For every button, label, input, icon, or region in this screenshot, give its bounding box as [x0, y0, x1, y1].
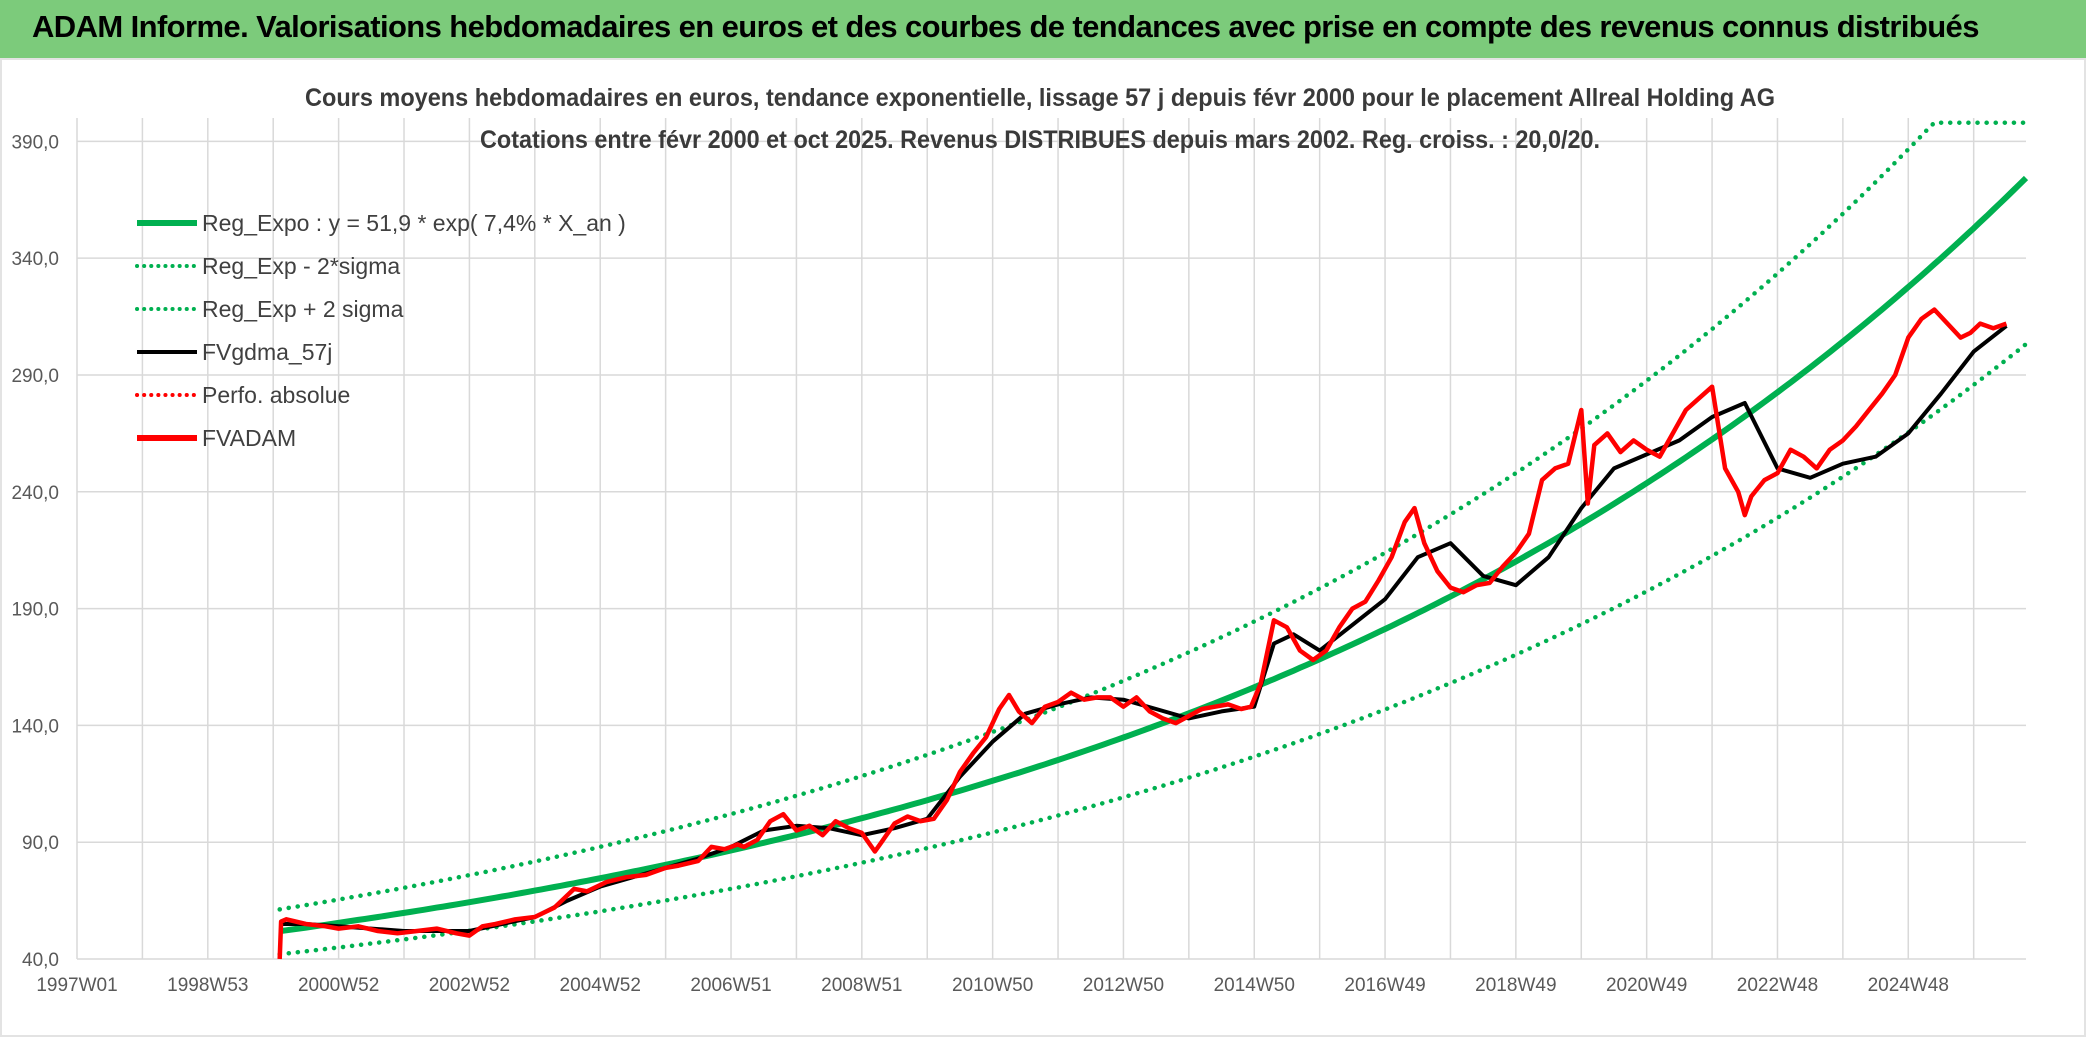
- chart-svg: 40,0 90,0 140,0 190,0 240,0 290,0 340,0 390,0 1…: [0, 58, 2086, 1037]
- x-tick-label: 2002W52: [429, 975, 510, 996]
- y-tick-label: 90,0: [22, 833, 59, 854]
- x-tick-label: 2008W51: [821, 975, 902, 996]
- legend-label: Reg_Exp + 2 sigma: [202, 296, 404, 322]
- x-tick-label: 2016W49: [1344, 975, 1425, 996]
- legend-label: Perfo. absolue: [202, 382, 350, 408]
- reg-exp-plus-2sigma-line: [277, 120, 2029, 912]
- x-tick-label: 2004W52: [560, 975, 641, 996]
- y-axis: 40,0 90,0 140,0 190,0 240,0 290,0 340,0 390,0: [11, 132, 59, 971]
- fvgdma-57j-line: [279, 324, 2008, 933]
- report-title: ADAM Informe. Valorisations hebdomadaire…: [32, 9, 1979, 44]
- x-tick-label: 2006W51: [690, 975, 771, 996]
- reg-expo-line: [279, 175, 2029, 935]
- legend-label: FVADAM: [202, 425, 296, 451]
- y-tick-label: 140,0: [11, 716, 59, 737]
- chart-area: 40,0 90,0 140,0 190,0 240,0 290,0 340,0 390,0 1…: [0, 58, 2086, 1037]
- fvadam-line: [277, 307, 2008, 960]
- x-tick-label: 2018W49: [1475, 975, 1556, 996]
- x-tick-label: 2024W48: [1868, 975, 1949, 996]
- y-tick-label: 40,0: [22, 950, 59, 971]
- chart-title-line1: Cours moyens hebdomadaires en euros, ten…: [305, 84, 1775, 112]
- x-tick-label: 1998W53: [167, 975, 248, 996]
- report-banner: ADAM Informe. Valorisations hebdomadaire…: [0, 0, 2086, 58]
- x-tick-label: 2010W50: [952, 975, 1033, 996]
- x-tick-label: 2012W50: [1083, 975, 1164, 996]
- series-layer: [277, 120, 2029, 960]
- x-tick-label: 2000W52: [298, 975, 379, 996]
- y-tick-label: 240,0: [11, 483, 59, 504]
- y-tick-label: 190,0: [11, 600, 59, 621]
- legend: Reg_Expo : y = 51,9 * exp( 7,4% * X_an )…: [135, 210, 626, 451]
- x-axis: 1997W01 1998W53 2000W52 2002W52 2004W52 2006W…: [36, 975, 1949, 996]
- chart-frame: [0, 58, 2086, 1037]
- y-tick-label: 340,0: [11, 249, 59, 270]
- y-tick-label: 390,0: [11, 132, 59, 153]
- x-tick-label: 2022W48: [1737, 975, 1818, 996]
- legend-label: FVgdma_57j: [202, 339, 332, 365]
- chart-title-line2: Cotations entre févr 2000 et oct 2025. R…: [480, 126, 1600, 154]
- x-tick-label: 2020W49: [1606, 975, 1687, 996]
- legend-label: Reg_Expo : y = 51,9 * exp( 7,4% * X_an ): [202, 210, 626, 236]
- legend-label: Reg_Exp - 2*sigma: [202, 253, 400, 279]
- y-tick-label: 290,0: [11, 366, 59, 387]
- x-tick-label: 2014W50: [1214, 975, 1295, 996]
- x-tick-label: 1997W01: [36, 975, 117, 996]
- reg-exp-minus-2sigma-line: [277, 341, 2029, 957]
